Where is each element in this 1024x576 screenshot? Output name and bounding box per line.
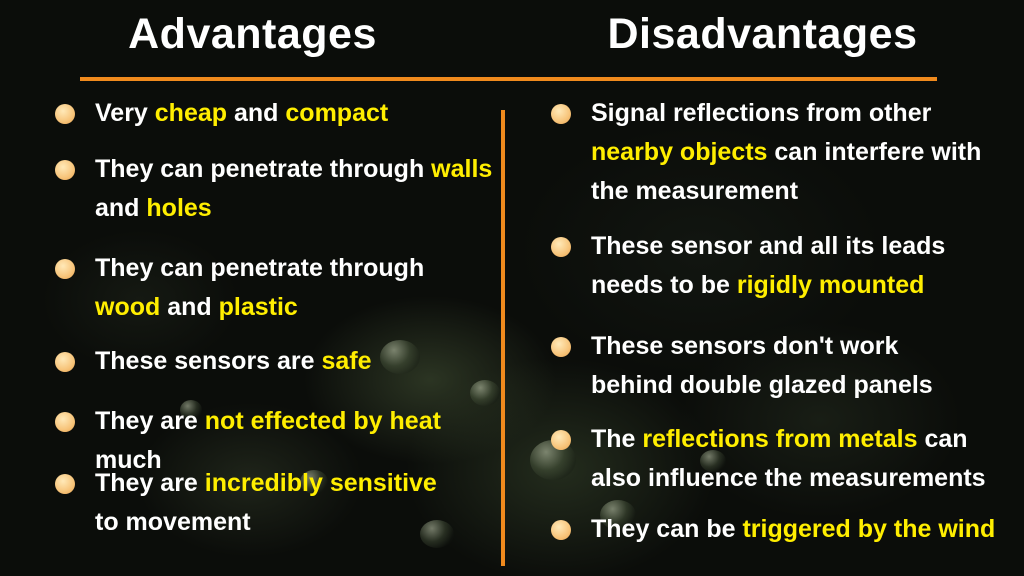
water-drop [180, 400, 202, 420]
bullet-icon [55, 160, 75, 180]
disadvantage-item: They can be triggered by the wind [551, 510, 1011, 549]
advantage-item: These sensors are safe [55, 342, 495, 381]
advantage-item: They can penetrate through wood and plas… [55, 249, 495, 327]
water-drop [420, 520, 454, 548]
water-drop [470, 380, 500, 406]
advantage-item: Very cheap and compact [55, 94, 495, 133]
bullet-icon [551, 520, 571, 540]
bullet-icon [55, 259, 75, 279]
disadvantage-item: These sensors don't work behind double g… [551, 327, 971, 405]
water-drop [300, 470, 328, 494]
disadvantage-item: Signal reflections from other nearby obj… [551, 94, 996, 211]
disadvantage-item: The reflections from metals can also inf… [551, 420, 1011, 498]
water-drop [380, 340, 420, 374]
bullet-icon [55, 474, 75, 494]
bullet-icon [55, 412, 75, 432]
disadvantage-item: These sensor and all its leads needs to … [551, 227, 1016, 305]
disadvantages-heading: Disadvantages [607, 10, 918, 58]
advantage-item: They can penetrate through walls and hol… [55, 150, 495, 228]
advantages-heading: Advantages [128, 10, 377, 58]
advantage-item: They are not effected by heat much [55, 402, 495, 480]
bullet-icon [551, 337, 571, 357]
bullet-icon [55, 104, 75, 124]
vertical-divider [501, 110, 505, 566]
bullet-icon [551, 430, 571, 450]
water-drop [600, 500, 636, 530]
bullet-icon [551, 237, 571, 257]
horizontal-divider [80, 77, 937, 81]
bullet-icon [551, 104, 571, 124]
advantage-item: They are incredibly sensitive to movemen… [55, 464, 465, 542]
bullet-icon [55, 352, 75, 372]
water-drop [700, 450, 726, 472]
